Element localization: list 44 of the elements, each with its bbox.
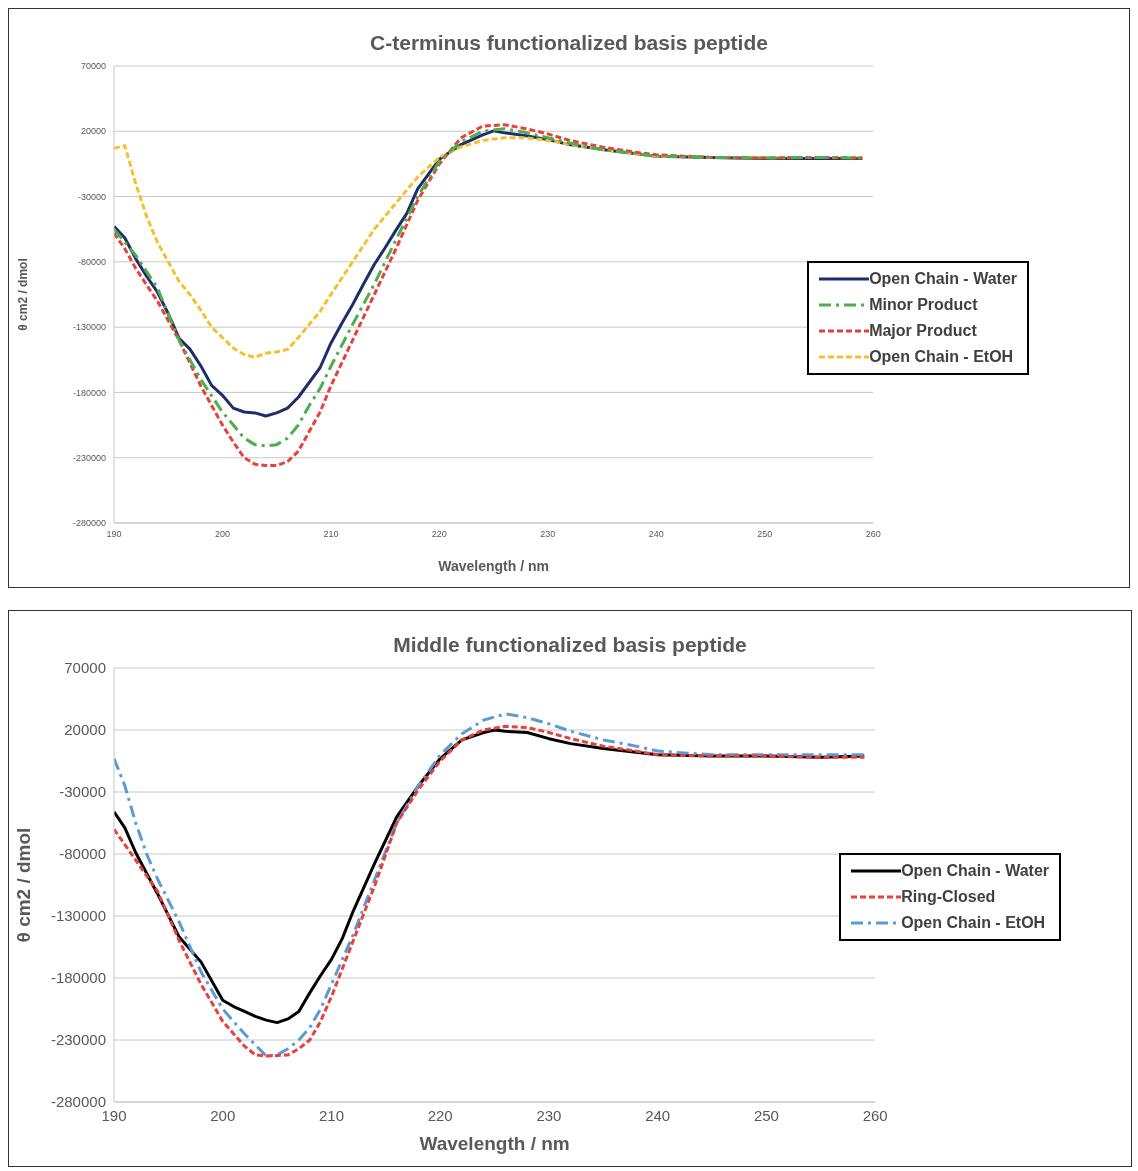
x-tick-label: 230 bbox=[540, 529, 556, 540]
y-tick-label: -80000 bbox=[59, 845, 106, 863]
y-tick-label: -230000 bbox=[50, 1031, 106, 1049]
legend-label: Major Product bbox=[869, 321, 977, 341]
x-tick-label: 240 bbox=[648, 529, 664, 540]
x-tick-label: 230 bbox=[536, 1106, 562, 1124]
x-tick-label: 210 bbox=[323, 529, 339, 540]
x-tick-label: 210 bbox=[318, 1106, 344, 1124]
x-tick-label: 260 bbox=[865, 529, 881, 540]
y-tick-label: -180000 bbox=[50, 969, 106, 987]
x-tick-label: 250 bbox=[753, 1106, 779, 1124]
y-tick-label: -130000 bbox=[50, 907, 106, 925]
x-tick-label: 220 bbox=[427, 1106, 453, 1124]
legend-label: Minor Product bbox=[869, 295, 978, 315]
x-axis-title: Wavelength / nm bbox=[419, 1133, 570, 1154]
x-tick-label: 240 bbox=[645, 1106, 671, 1124]
y-tick-label: 20000 bbox=[64, 721, 106, 739]
x-tick-label: 250 bbox=[757, 529, 773, 540]
x-tick-label: 200 bbox=[210, 1106, 236, 1124]
x-tick-label: 190 bbox=[106, 529, 122, 540]
legend-label: Open Chain - EtOH bbox=[901, 913, 1046, 933]
y-axis-title: θ cm2 / dmol bbox=[16, 258, 31, 331]
x-axis-title: Wavelength / nm bbox=[438, 558, 549, 574]
y-axis-title: θ cm2 / dmol bbox=[12, 827, 34, 943]
legend-label: Open Chain - Water bbox=[901, 861, 1049, 881]
y-tick-label: -180000 bbox=[72, 387, 106, 398]
legend-label: Open Chain - Water bbox=[869, 269, 1017, 289]
x-tick-label: 220 bbox=[431, 529, 447, 540]
legend-label: Ring-Closed bbox=[901, 887, 996, 907]
y-tick-label: 20000 bbox=[80, 126, 106, 137]
y-tick-label: -130000 bbox=[72, 322, 106, 333]
x-tick-label: 200 bbox=[214, 529, 230, 540]
y-tick-label: -230000 bbox=[72, 452, 106, 463]
line-series bbox=[114, 136, 864, 359]
chart-title: Middle functionalized basis peptide bbox=[393, 633, 747, 656]
legend-label: Open Chain - EtOH bbox=[869, 347, 1014, 367]
chart-title: C-terminus functionalized basis peptide bbox=[369, 30, 769, 56]
y-tick-label: -30000 bbox=[77, 191, 106, 202]
y-tick-label: -30000 bbox=[59, 783, 106, 801]
y-tick-label: -80000 bbox=[77, 257, 106, 268]
y-tick-label: -280000 bbox=[72, 518, 106, 529]
x-tick-label: 260 bbox=[862, 1106, 888, 1124]
y-tick-label: 70000 bbox=[64, 659, 106, 677]
y-tick-label: 70000 bbox=[80, 61, 106, 72]
